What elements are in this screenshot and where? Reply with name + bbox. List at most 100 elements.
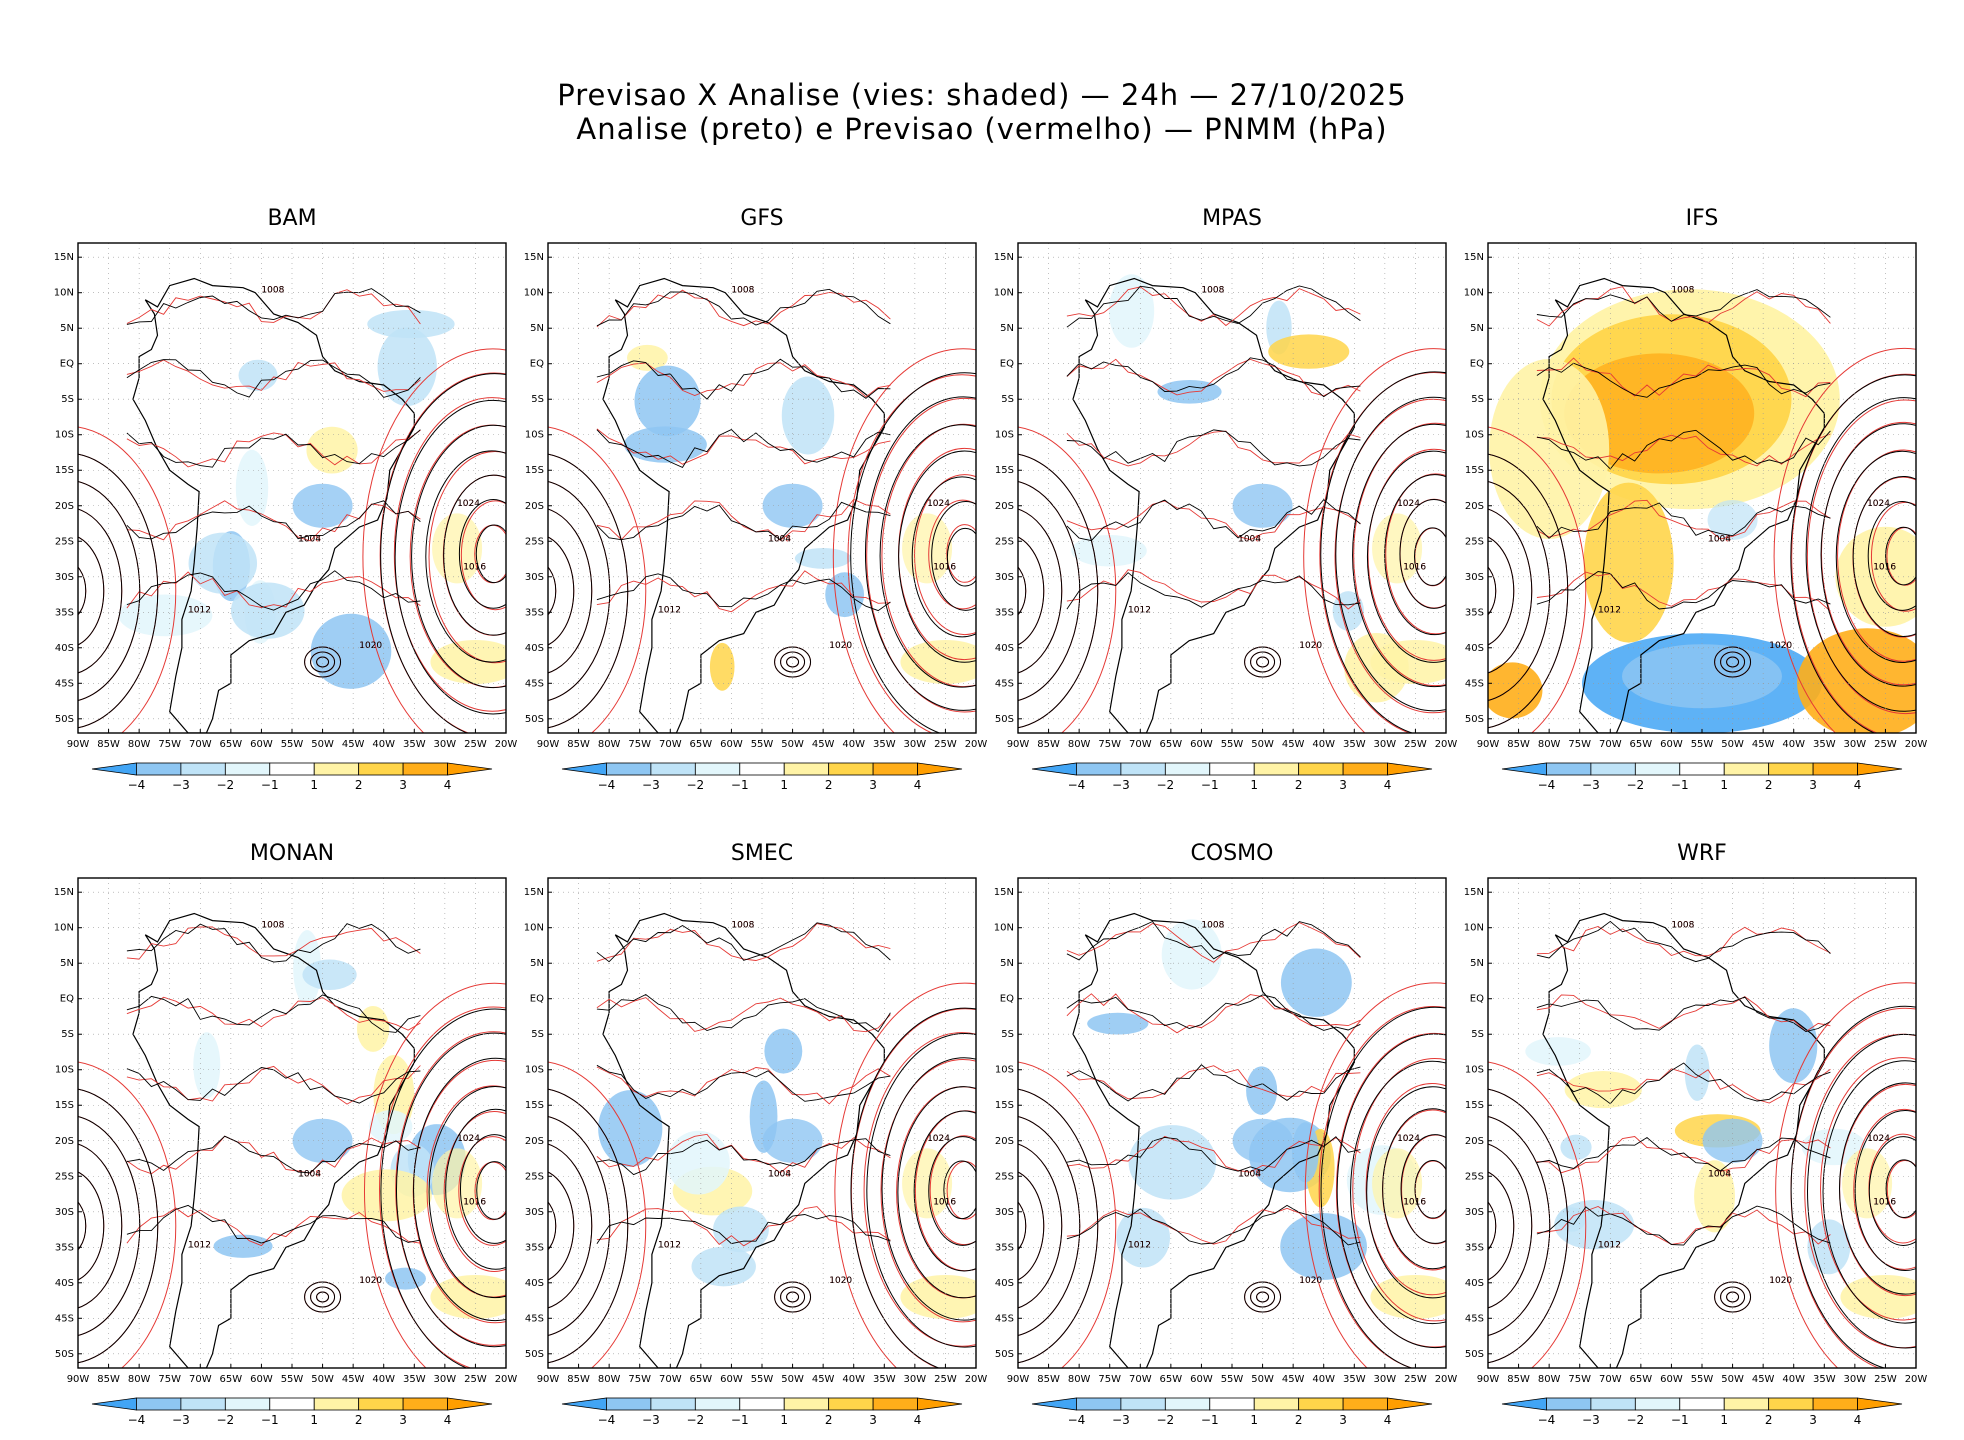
isobar (850, 1007, 976, 1368)
lon-tick-label: 35W (403, 739, 426, 750)
colorbar-segment (180, 1397, 226, 1411)
isobar (460, 500, 506, 611)
colorbar-segment (1209, 762, 1255, 776)
lon-tick-label: 60W (1660, 1374, 1683, 1385)
isobar (866, 1033, 976, 1348)
isobar (596, 993, 891, 1033)
isobar (78, 426, 177, 733)
isobar (411, 424, 506, 689)
lat-tick-label: 45S (1465, 1313, 1484, 1324)
coastline (132, 277, 415, 733)
lat-tick-label: 15S (55, 465, 74, 476)
panel-gfs: GFS 1008 1012 1016 1020 1024 1008 1008 1012 1016 1… (510, 195, 988, 805)
colorbar-segment (561, 762, 607, 776)
lat-tick-label: 35S (995, 1242, 1014, 1253)
isobar-label: 1008 (1708, 1169, 1731, 1179)
isobar (1536, 499, 1831, 540)
isobar (126, 1135, 421, 1174)
map-area: 1008101210161020102410081008101210161020… (78, 243, 506, 733)
isobar (1714, 646, 1752, 678)
lon-tick-label: 25W (1874, 1374, 1897, 1385)
lon-tick-label: 20W (1905, 739, 1928, 750)
colorbar-label: −2 (216, 778, 234, 792)
isobar-label: 1008 (1671, 286, 1694, 296)
colorbar-segment (1723, 1397, 1770, 1411)
isobar (1807, 1033, 1916, 1349)
isobar (596, 289, 891, 328)
lat-tick-label: EQ (1470, 994, 1484, 1005)
isobar-label: 1008 (1671, 921, 1694, 931)
lat-tick-label: 30S (995, 572, 1014, 583)
colorbar-segment (1298, 1397, 1344, 1411)
lon-tick-label: 45W (1752, 1374, 1775, 1385)
lon-tick-label: 40W (372, 739, 395, 750)
lon-tick-label: 35W (1813, 1374, 1836, 1385)
isobar (914, 474, 976, 636)
lat-tick-label: 40S (55, 1278, 74, 1289)
bias-shading (367, 309, 455, 339)
isobar (596, 1066, 891, 1105)
panel-title: MONAN (250, 841, 334, 866)
bias-shading (292, 1118, 353, 1163)
isobar-label: 1020 (1769, 1276, 1792, 1286)
isobar-label: 1020 (829, 641, 852, 651)
lat-tick-label: 40S (995, 1278, 1014, 1289)
bias-shading (1087, 1012, 1149, 1035)
isobar (1853, 1108, 1916, 1270)
lat-tick-label: 10N (1464, 923, 1484, 934)
lat-tick-label: 30S (55, 1207, 74, 1218)
isobar (548, 480, 611, 701)
isobar (445, 1108, 506, 1270)
isobar (1488, 508, 1533, 674)
lat-tick-label: 15N (1464, 887, 1484, 898)
colorbar-segment (1768, 1397, 1814, 1411)
colorbar-segment (650, 762, 696, 776)
panel-mpas: MPAS 1008 1012 1016 1020 1024 1008 1008 1012 1016… (980, 195, 1458, 805)
lon-tick-label: 80W (1538, 739, 1561, 750)
lon-tick-label: 25W (464, 1374, 487, 1385)
bias-shading (598, 1090, 663, 1167)
isobar (1366, 1086, 1446, 1299)
colorbar-label: −2 (686, 778, 704, 792)
lat-tick-label: 20S (1465, 501, 1484, 512)
isobar (1885, 526, 1916, 586)
lon-tick-label: 35W (403, 1374, 426, 1385)
isobar-label: 1004 (1238, 1169, 1261, 1179)
isobar (548, 1171, 575, 1281)
isobar (1806, 399, 1916, 715)
colorbar-segment (91, 762, 137, 776)
panel-svg-bam: BAM1008101210161020102410081008101210161… (54, 206, 518, 792)
lat-tick-label: 35S (525, 607, 544, 618)
lon-tick-label: 35W (873, 1374, 896, 1385)
map-area: 1008101210161020102410081008101210161020… (1488, 243, 1916, 733)
isobar-label: 1016 (1873, 1198, 1896, 1208)
bias-shading (118, 594, 213, 637)
isobar (78, 536, 105, 646)
colorbar-label: −1 (261, 778, 279, 792)
isobar (1066, 500, 1361, 541)
isobar (1536, 433, 1831, 467)
isobar-label: 1024 (1867, 1134, 1890, 1144)
colorbar-label: 3 (869, 778, 877, 792)
bias-shading (1525, 1037, 1591, 1066)
isobar (126, 500, 421, 542)
bias-shading (306, 426, 358, 474)
panel-svg-wrf: WRF1008101210161020102410081008101210161… (1464, 841, 1928, 1427)
colorbar-segment (739, 1397, 785, 1411)
lon-tick-label: 20W (1905, 1374, 1928, 1385)
isobar-label: 1016 (933, 1198, 956, 1208)
panel-bam: BAM 1008 1012 1016 1020 1024 1008 1008 1012 1016 1… (40, 195, 518, 805)
isobar-label: 1012 (188, 605, 211, 615)
isobar-label: 1016 (933, 563, 956, 573)
lat-tick-label: 40S (1465, 643, 1484, 654)
colorbar-segment (1120, 1397, 1166, 1411)
lat-tick-label: 5N (1470, 323, 1484, 334)
colorbar-label: 4 (914, 778, 922, 792)
lon-tick-label: 85W (97, 739, 120, 750)
isobar (1018, 1171, 1045, 1281)
lon-tick-label: 75W (1098, 1374, 1121, 1385)
isobar-label: 1020 (829, 1276, 852, 1286)
lat-tick-label: 5N (530, 958, 544, 969)
bias-shading (1769, 1008, 1818, 1084)
bias-shading (1801, 1128, 1867, 1166)
